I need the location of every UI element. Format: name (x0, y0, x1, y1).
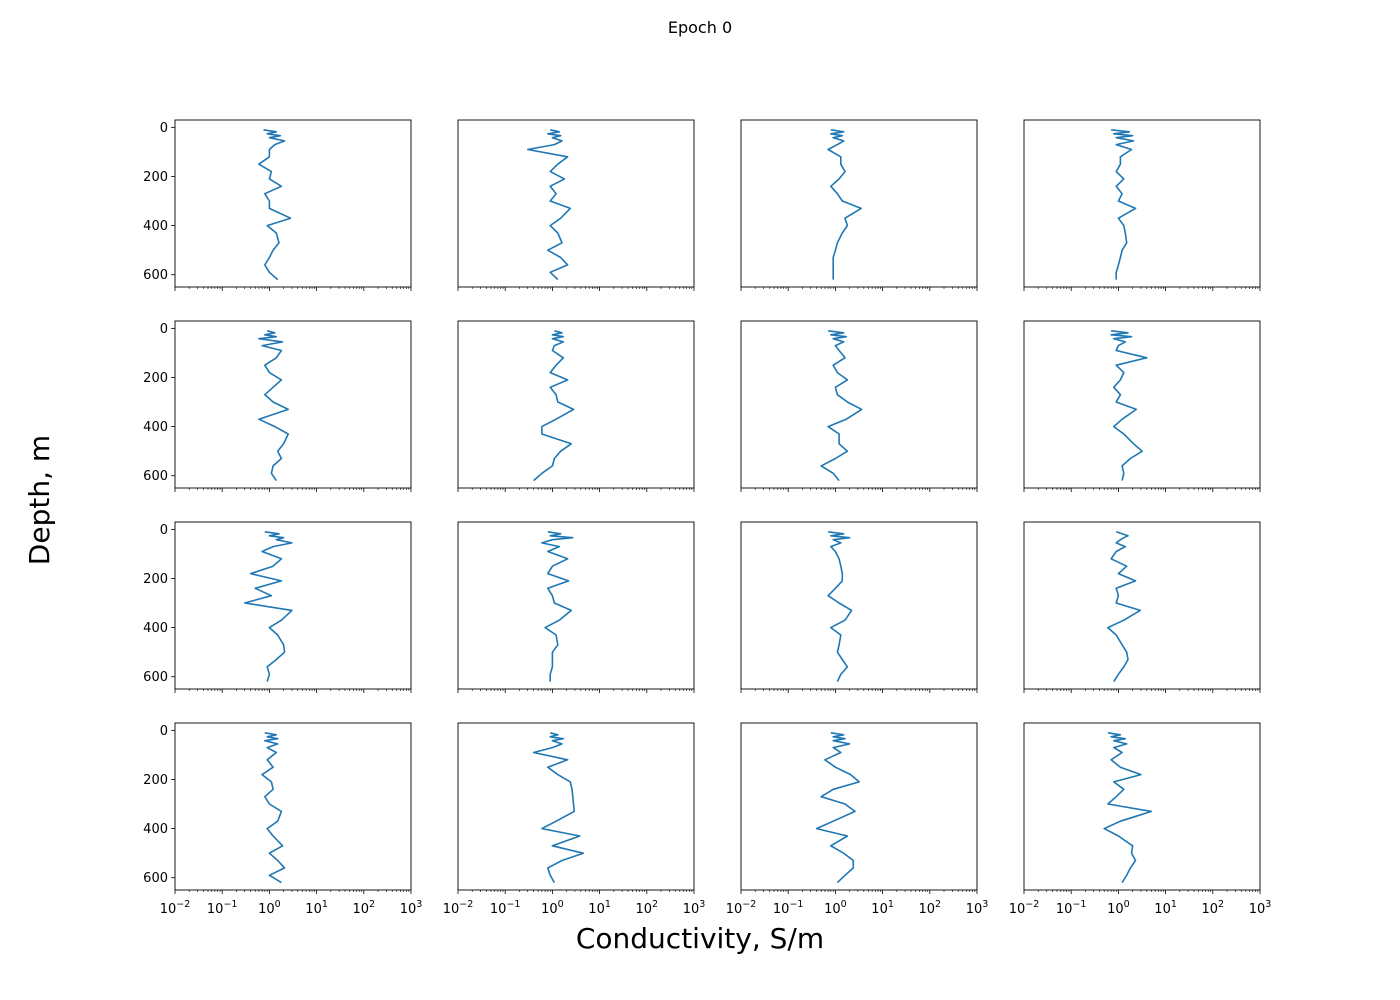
subplot (1023, 320, 1261, 492)
series-line (827, 129, 862, 280)
x-tick-label: 10−1 (207, 899, 238, 917)
y-tick-label: 600 (143, 871, 168, 886)
x-tick-label: 10−2 (160, 899, 191, 917)
subplot: 0 200 400 600 (143, 521, 412, 693)
x-tick-label: 101 (588, 899, 611, 917)
subplot (457, 320, 695, 492)
y-tick-label: 400 (143, 420, 168, 435)
subplot (740, 320, 978, 492)
x-tick-label: 100 (824, 899, 847, 917)
subplot (457, 521, 695, 693)
y-tick-label: 400 (143, 621, 168, 636)
y-tick-label: 200 (143, 572, 168, 587)
y-tick-label: 200 (143, 371, 168, 386)
x-axis-label: Conductivity, S/m (576, 922, 824, 955)
subplot (740, 119, 978, 291)
subplot: 0 200 400 600 (143, 119, 412, 291)
subplot: 10−2 10−1 100 101 102 103 (443, 722, 706, 917)
x-tick-label: 101 (871, 899, 894, 917)
x-tick-label: 100 (1107, 899, 1130, 917)
x-tick-label: 10−2 (726, 899, 757, 917)
subplot (740, 521, 978, 693)
axes-frame (1023, 119, 1261, 288)
axes-frame (457, 320, 695, 489)
y-tick-label: 600 (143, 268, 168, 283)
axes-frame (740, 320, 978, 489)
series-line (1107, 531, 1141, 683)
x-tick-label: 103 (400, 899, 423, 917)
series-line (541, 531, 574, 682)
x-tick-label: 10−1 (1056, 899, 1087, 917)
series-line (815, 732, 861, 884)
x-tick-label: 10−2 (1009, 899, 1040, 917)
axes-frame (740, 521, 978, 690)
axes-frame (457, 119, 695, 288)
x-tick-label: 103 (966, 899, 989, 917)
axes-frame (457, 521, 695, 690)
axes-frame (174, 521, 412, 690)
axes-frame (174, 722, 412, 891)
subplot: 0 200 400 600 10−2 10−1 100 101 102 103 (143, 722, 423, 917)
x-tick-label: 101 (1154, 899, 1177, 917)
y-tick-label: 0 (160, 121, 168, 136)
x-tick-label: 101 (305, 899, 328, 917)
y-tick-label: 0 (160, 322, 168, 337)
x-tick-label: 102 (636, 899, 659, 917)
y-tick-label: 400 (143, 219, 168, 234)
series-line (1110, 330, 1148, 481)
y-tick-label: 200 (143, 773, 168, 788)
y-tick-label: 400 (143, 822, 168, 837)
x-tick-label: 100 (541, 899, 564, 917)
y-tick-label: 200 (143, 170, 168, 185)
series-line (1111, 129, 1137, 280)
axes-frame (740, 722, 978, 891)
x-tick-label: 103 (1249, 899, 1272, 917)
series-line (827, 531, 853, 682)
x-tick-label: 10−1 (773, 899, 804, 917)
axes-frame (1023, 722, 1261, 891)
series-line (820, 330, 863, 482)
axes-frame (174, 320, 412, 489)
axes-frame (457, 722, 695, 891)
subplot (1023, 521, 1261, 693)
subplot (1023, 119, 1261, 291)
series-line (533, 330, 575, 482)
x-tick-label: 102 (353, 899, 376, 917)
axes-frame (1023, 521, 1261, 690)
x-tick-label: 103 (683, 899, 706, 917)
axes-frame (740, 119, 978, 288)
series-line (526, 129, 572, 281)
series-line (532, 732, 585, 883)
axes-frame (1023, 320, 1261, 489)
axes-frame (174, 119, 412, 288)
x-tick-label: 102 (1202, 899, 1225, 917)
series-line (261, 732, 286, 884)
y-axis-label: Depth, m (23, 435, 56, 565)
y-tick-label: 0 (160, 724, 168, 739)
series-line (243, 531, 293, 682)
subplot: 10−2 10−1 100 101 102 103 (726, 722, 989, 917)
x-tick-label: 10−2 (443, 899, 474, 917)
x-tick-label: 102 (919, 899, 942, 917)
subplot-grid: 0 200 400 600 0 200 400 600 0 200 400 600 0 200 400 600… (143, 119, 1272, 917)
series-line (258, 330, 290, 482)
y-tick-label: 600 (143, 670, 168, 685)
y-tick-label: 600 (143, 469, 168, 484)
series-line (1103, 732, 1153, 884)
subplot: 10−2 10−1 100 101 102 103 (1009, 722, 1272, 917)
subplot (457, 119, 695, 291)
y-tick-label: 0 (160, 523, 168, 538)
x-tick-label: 100 (258, 899, 281, 917)
x-tick-label: 10−1 (490, 899, 521, 917)
figure-title: Epoch 0 (668, 18, 732, 37)
subplot: 0 200 400 600 (143, 320, 412, 492)
series-line (258, 129, 292, 281)
